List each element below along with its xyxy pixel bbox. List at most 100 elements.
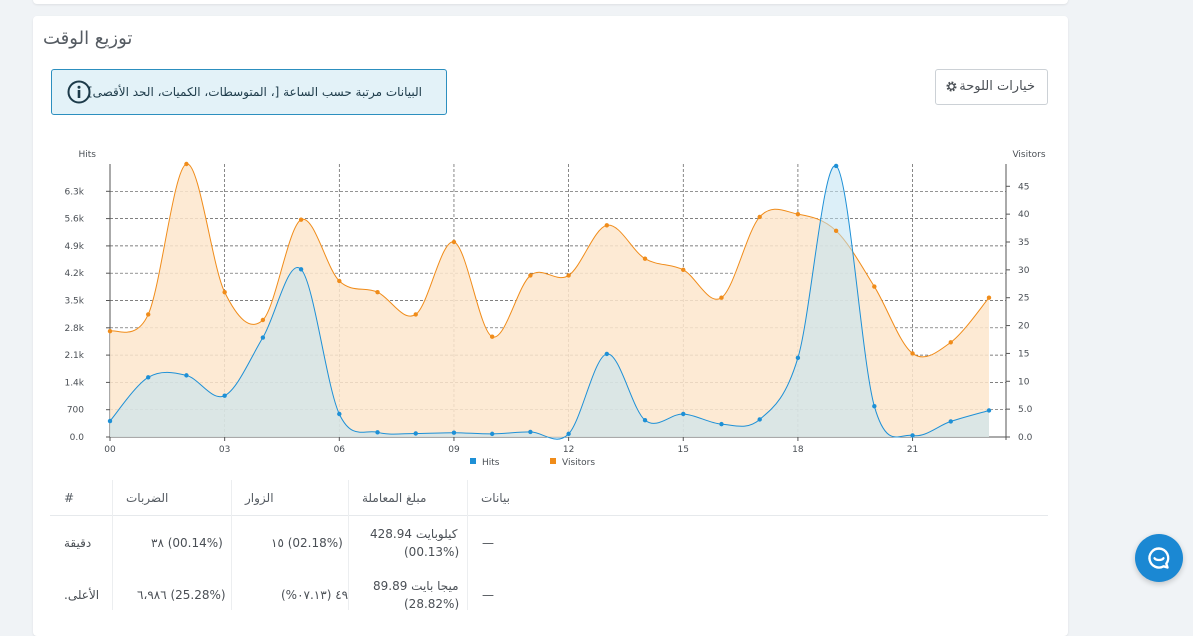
visitors-point (413, 312, 418, 317)
gear-icon (946, 81, 957, 92)
y-tick-label-right: 45 (1018, 182, 1029, 192)
panel-title: توزيع الوقت (43, 28, 133, 49)
visitors-point (681, 267, 686, 273)
panel-options-button[interactable]: خيارات اللوحة (935, 69, 1048, 105)
visitors-point (451, 239, 457, 245)
visitors-point (375, 289, 380, 295)
hits-point (566, 431, 571, 437)
info-alert: البيانات مرتبة حسب الساعة [، المتوسطات، … (51, 69, 447, 115)
header-index[interactable]: # (64, 491, 75, 505)
legend-label-visitors: Visitors (562, 458, 595, 468)
y-tick-label-left: 3.5k (64, 297, 84, 307)
visitors-point (337, 278, 342, 284)
visitors-point (298, 217, 304, 222)
visitors-point (146, 312, 151, 317)
header-hits[interactable]: الضربات (126, 491, 169, 505)
info-text: البيانات مرتبة حسب الساعة [، المتوسطات، … (87, 85, 422, 99)
header-transfer[interactable]: مبلغ المعاملة (362, 491, 427, 505)
info-icon (67, 80, 91, 104)
y-tick-label-left: 6.3k (64, 187, 84, 197)
x-tick-label: 06 (334, 445, 346, 455)
y-axis-title-right: Visitors (1012, 150, 1045, 160)
hits-point (489, 431, 495, 437)
hits-point (681, 411, 686, 417)
y-axis-title-left: Hits (79, 150, 97, 160)
x-tick-label: 03 (219, 445, 230, 455)
x-tick-label: 18 (792, 445, 804, 455)
hits-point (642, 418, 648, 423)
hits-point (986, 408, 992, 413)
y-tick-label-left: 5.6k (64, 215, 84, 225)
visitors-point (604, 223, 610, 228)
hits-point (260, 335, 266, 340)
visitors-point (260, 317, 266, 323)
y-tick-label-left: 1.4k (64, 378, 84, 388)
y-tick-label-right: 40 (1018, 210, 1030, 220)
y-tick-label-left: 2.8k (64, 324, 84, 334)
hits-point (451, 430, 457, 435)
visitors-area (110, 163, 989, 437)
visitors-point (222, 289, 227, 295)
x-tick-label: 00 (104, 445, 116, 455)
y-tick-label-left: 4.9k (64, 242, 84, 252)
hits-point (757, 417, 762, 422)
chat-launcher-button[interactable] (1135, 534, 1183, 582)
x-tick-label: 21 (907, 445, 918, 455)
hits-point (375, 430, 380, 435)
x-tick-label: 15 (678, 445, 689, 455)
y-tick-label-right: 25 (1018, 294, 1029, 304)
visitors-point (719, 295, 724, 300)
hits-point (337, 411, 342, 417)
hits-point (222, 393, 227, 398)
hits-point (872, 403, 877, 409)
y-tick-label-right: 5.0 (1018, 405, 1033, 415)
row-data: — (482, 588, 494, 602)
hits-point (833, 163, 839, 169)
visitors-point (757, 214, 762, 220)
previous-panel-card (33, 0, 1068, 4)
row-label: دقيقة (64, 536, 92, 550)
visitors-point (872, 284, 877, 289)
hits-point (146, 375, 151, 380)
column-divider (467, 480, 468, 610)
legend-swatch-visitors (550, 458, 556, 464)
y-tick-label-right: 15 (1018, 349, 1029, 359)
row-transfer-percent: (28.82%) (404, 597, 460, 611)
table-header-divider (50, 515, 1048, 516)
hits-point (795, 355, 801, 361)
visitors-point (642, 256, 648, 261)
hits-point (948, 419, 953, 424)
header-data[interactable]: بيانات (481, 491, 510, 505)
visitors-point (795, 211, 801, 217)
visitors-point (489, 334, 495, 339)
legend-label-hits: Hits (482, 458, 500, 468)
hits-point (413, 431, 418, 436)
hits-area (110, 165, 989, 440)
row-data: — (482, 536, 494, 550)
x-tick-label: 09 (448, 445, 460, 455)
row-visitors: ١٥ (02.18%) (271, 536, 343, 550)
y-tick-label-left: 2.1k (64, 351, 84, 361)
hits-point (107, 418, 113, 424)
visitors-point (986, 295, 992, 300)
x-tick-label: 12 (563, 445, 574, 455)
y-tick-label-left: 700 (67, 406, 84, 416)
y-tick-label-left: 0.0 (70, 433, 85, 443)
panel-options-label: خيارات اللوحة (959, 79, 1035, 94)
column-divider (231, 480, 232, 610)
row-label: الأعلى. (64, 588, 100, 602)
visitors-point (566, 273, 571, 278)
y-tick-label-right: 0.0 (1018, 433, 1033, 443)
visitors-point (184, 161, 189, 167)
hits-point (719, 421, 724, 427)
y-tick-label-left: 4.2k (64, 269, 84, 279)
chat-icon (1148, 547, 1170, 569)
y-tick-label-right: 35 (1018, 238, 1029, 248)
header-visitors[interactable]: الزوار (245, 491, 274, 505)
y-tick-label-right: 10 (1018, 377, 1030, 387)
row-transfer-percent: (00.13%) (404, 545, 460, 559)
hits-point (910, 433, 915, 438)
time-distribution-chart: 0.0 700 1.4k 2.1k 2.8k 3.5k 4.2k 4.9k 5.6k 6.3k 0.… (64, 150, 1045, 468)
y-tick-label-right: 30 (1018, 266, 1030, 276)
visitors-point (528, 273, 533, 278)
